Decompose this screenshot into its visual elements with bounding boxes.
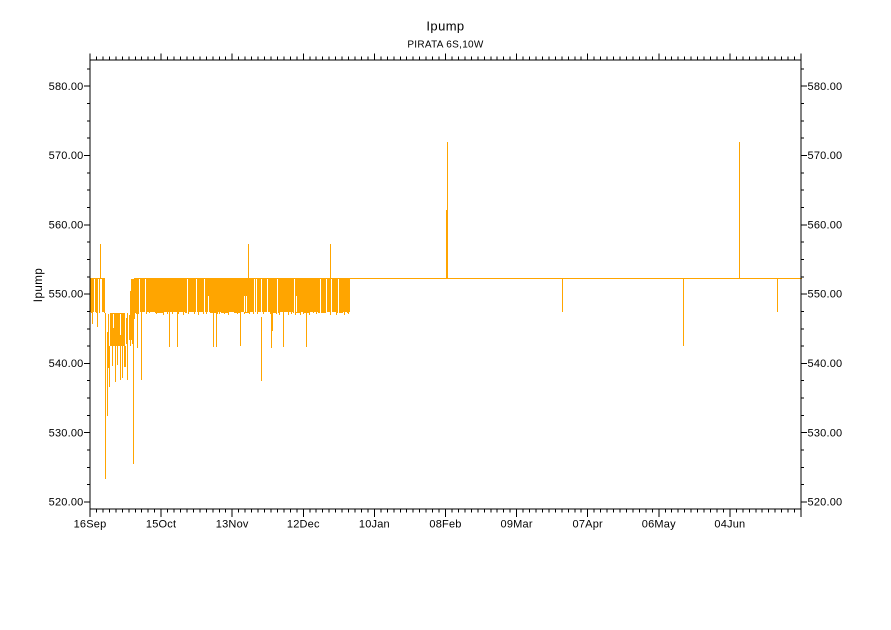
svg-text:06May: 06May: [642, 519, 676, 531]
svg-text:520.00: 520.00: [808, 497, 843, 509]
svg-text:07Apr: 07Apr: [573, 519, 603, 531]
svg-text:10Jan: 10Jan: [359, 519, 390, 531]
svg-text:530.00: 530.00: [49, 427, 84, 439]
svg-text:16Sep: 16Sep: [74, 519, 107, 531]
svg-text:09Mar: 09Mar: [501, 519, 533, 531]
svg-text:560.00: 560.00: [808, 219, 843, 231]
svg-text:12Dec: 12Dec: [287, 519, 320, 531]
svg-text:Ipump: Ipump: [426, 19, 464, 34]
svg-text:560.00: 560.00: [49, 219, 84, 231]
svg-text:540.00: 540.00: [49, 358, 84, 370]
svg-text:520.00: 520.00: [49, 497, 84, 509]
svg-text:13Nov: 13Nov: [216, 519, 249, 531]
svg-text:570.00: 570.00: [49, 150, 84, 162]
svg-text:530.00: 530.00: [808, 427, 843, 439]
svg-text:580.00: 580.00: [808, 81, 843, 93]
svg-text:PIRATA 6S,10W: PIRATA 6S,10W: [407, 40, 484, 51]
svg-text:08Feb: 08Feb: [429, 519, 461, 531]
svg-text:04Jun: 04Jun: [714, 519, 745, 531]
svg-text:570.00: 570.00: [808, 150, 843, 162]
svg-text:Ipump: Ipump: [33, 268, 45, 302]
svg-text:580.00: 580.00: [49, 81, 84, 93]
svg-text:540.00: 540.00: [808, 358, 843, 370]
svg-text:15Oct: 15Oct: [146, 519, 176, 531]
svg-text:550.00: 550.00: [49, 289, 84, 301]
svg-text:550.00: 550.00: [808, 289, 843, 301]
